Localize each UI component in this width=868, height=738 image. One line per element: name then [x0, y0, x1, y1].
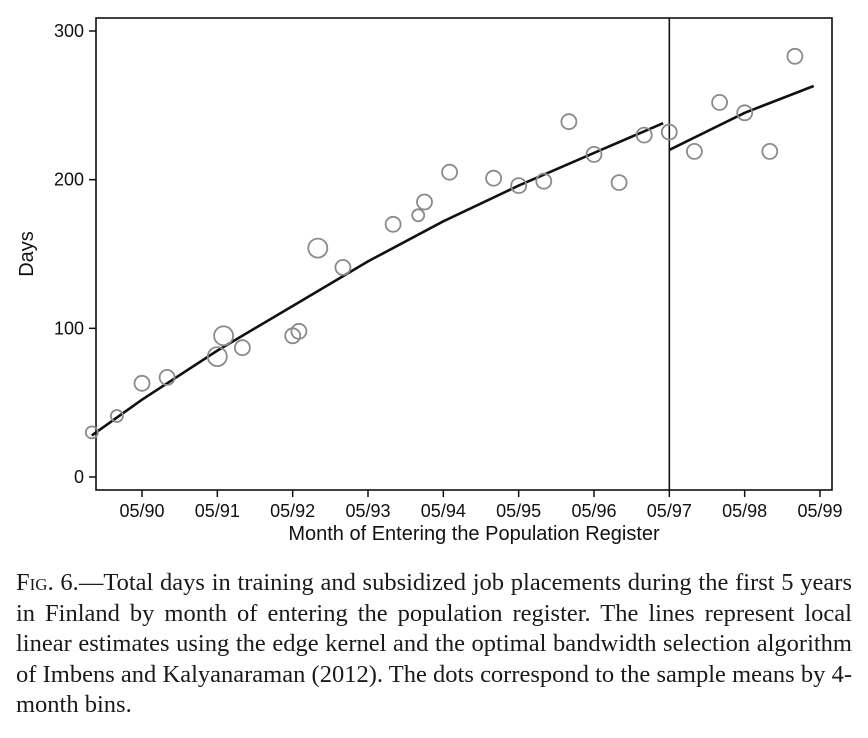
- x-tick-label: 05/98: [722, 501, 767, 521]
- caption-label: Fig. 6.: [16, 569, 79, 596]
- data-point: [635, 126, 653, 144]
- data-point: [213, 325, 235, 347]
- y-tick-label: 100: [54, 318, 84, 338]
- chart: 0 100 200 300 05/90 05/91 05/92 05/93 05/94 05/95…: [16, 17, 843, 545]
- x-axis-title: Month of Entering the Population Registe…: [288, 523, 660, 545]
- data-point: [290, 322, 308, 340]
- x-tick-label: 05/96: [571, 501, 616, 521]
- data-point: [307, 237, 329, 259]
- data-point: [441, 163, 459, 181]
- fit-line: [668, 84, 815, 152]
- data-point: [610, 174, 628, 192]
- data-point: [416, 193, 433, 211]
- data-point: [158, 368, 176, 386]
- fit-line: [91, 122, 664, 437]
- y-tick-label: 300: [54, 21, 84, 41]
- data-point: [560, 113, 578, 131]
- data-point: [535, 172, 553, 190]
- x-tick-label: 05/95: [496, 501, 541, 521]
- x-tick-label: 05/92: [270, 501, 315, 521]
- data-point: [84, 425, 99, 440]
- caption-text: —Total days in training and subsidized j…: [16, 569, 852, 718]
- data-point: [233, 339, 251, 357]
- x-tick-label: 05/93: [345, 501, 390, 521]
- x-tick-label: 05/91: [195, 501, 240, 521]
- y-axis-title: Days: [16, 231, 38, 277]
- figure-caption: Fig. 6.—Total days in training and subsi…: [16, 568, 852, 721]
- data-point: [384, 215, 402, 233]
- data-point: [334, 258, 352, 276]
- data-point: [711, 94, 728, 111]
- data-point: [686, 142, 703, 160]
- data-point: [585, 145, 603, 163]
- plot-frame: [95, 17, 833, 491]
- data-point: [411, 208, 426, 223]
- data-point: [485, 169, 503, 187]
- data-point: [660, 123, 678, 141]
- x-tick-label: 05/99: [797, 501, 842, 521]
- x-tick-label: 05/90: [119, 501, 164, 521]
- x-tick-label: 05/94: [421, 501, 466, 521]
- data-point: [133, 374, 151, 392]
- data-point: [786, 47, 804, 65]
- data-point: [110, 409, 124, 423]
- y-tick-label: 200: [54, 170, 84, 190]
- y-tick-label: 0: [74, 467, 84, 487]
- data-point: [510, 177, 528, 195]
- x-tick-label: 05/97: [647, 501, 692, 521]
- data-point: [206, 346, 228, 368]
- data-point: [736, 104, 754, 122]
- data-point: [761, 142, 779, 160]
